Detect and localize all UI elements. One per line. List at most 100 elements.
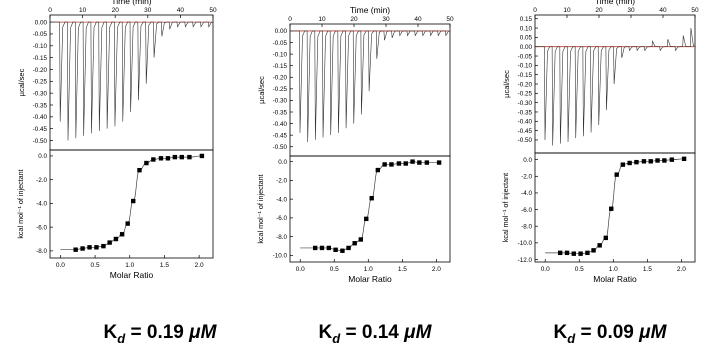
chart-1-data-point <box>80 246 85 251</box>
chart-2-power-tick-label: -0.45 <box>273 132 288 139</box>
chart-2-power-tick-label: -0.10 <box>273 51 288 58</box>
chart-2-ratio-tick-label: 0.5 <box>330 266 339 273</box>
chart-1-power-tick-label: -0.35 <box>33 102 48 109</box>
chart-2-data-point <box>312 245 318 251</box>
chart-3-data-point <box>634 159 639 165</box>
chart-3-data-point <box>614 172 619 177</box>
chart-3-power-tick-label: -0.30 <box>518 100 533 107</box>
chart-2-fit-curve <box>300 161 440 252</box>
chart-3-data-point <box>681 156 687 162</box>
chart-1-time-tick-label: 50 <box>209 7 217 14</box>
chart-2-time-tick-label: 10 <box>318 16 326 23</box>
chart-2-power-tick-label: -0.50 <box>273 144 288 151</box>
chart-3-data-point <box>597 243 602 248</box>
chart-3-enthalpy-axis-title: kcal mol⁻¹ of injectant <box>501 173 510 242</box>
chart-2-enthalpy-tick-label: -4.0 <box>276 196 287 203</box>
chart-2-enthalpy-tick-label: 0.0 <box>278 159 287 166</box>
chart-3-data-point <box>627 160 632 166</box>
chart-2-data-point <box>352 241 357 246</box>
chart-2-data-point <box>333 247 338 253</box>
chart-1-data-point <box>165 156 171 161</box>
chart-3-ratio-tick-label: 1.5 <box>643 266 652 273</box>
chart-2-data-point <box>364 216 369 222</box>
chart-1-power-tick-label: -0.30 <box>33 90 48 97</box>
chart-2-time-axis-title: Time (min) <box>350 5 390 15</box>
chart-3-data-point <box>669 157 675 162</box>
chart-3-data-point <box>662 158 667 163</box>
chart-1-power-axis-title: µcal/sec <box>17 68 26 96</box>
chart-1-data-point <box>125 221 130 226</box>
chart-2-power-tick-label: -0.20 <box>273 75 288 82</box>
chart-1-data-point <box>179 154 184 160</box>
chart-3-ratio-tick-label: 0.0 <box>541 266 550 273</box>
chart-2-power-tick-label: -0.30 <box>273 98 288 105</box>
chart-1-power-tick-label: 0.00 <box>35 19 48 26</box>
chart-1-data-point <box>199 153 205 159</box>
chart-1-power-tick-label: -0.05 <box>33 31 48 38</box>
chart-3-data-point <box>591 248 596 253</box>
chart-1-data-point <box>131 198 136 204</box>
chart-1-power-tick-label: -0.25 <box>33 79 48 86</box>
chart-2-time-tick-label: 0 <box>288 16 292 23</box>
chart-2-power-tick-label: -0.40 <box>273 121 288 128</box>
chart-1-data-point <box>101 243 106 249</box>
chart-1-time-tick-label: 30 <box>144 7 152 14</box>
chart-3-power-tick-label: 0.10 <box>520 25 533 32</box>
chart-1-data-point <box>107 240 112 245</box>
chart-2-enthalpy-tick-label: -10.0 <box>273 253 288 260</box>
chart-2-enthalpy-tick-label: -2.0 <box>276 178 287 185</box>
chart-1-data-point <box>137 167 142 173</box>
chart-2-binding-frame <box>289 155 451 263</box>
chart-3-data-point <box>641 159 647 164</box>
chart-1-data-point <box>172 154 178 160</box>
chart-3-ratio-tick-label: 1.0 <box>609 266 618 273</box>
chart-1-time-axis-title: Time (min) <box>111 0 151 6</box>
chart-1-power-tick-label: -0.10 <box>33 43 48 50</box>
chart-1-power-tick-label: -0.40 <box>33 114 48 121</box>
chart-2-data-point <box>340 248 345 253</box>
chart-3-time-tick-label: 0 <box>533 7 537 14</box>
chart-2-data-point <box>424 160 430 165</box>
chart-1-data-point <box>151 157 156 162</box>
chart-2-time-tick-label: 30 <box>382 16 390 23</box>
kd-label-2: Kd = 0.14 μM <box>318 322 432 346</box>
chart-1-enthalpy-tick-label: -6.0 <box>36 224 47 231</box>
chart-2-ratio-tick-label: 2.0 <box>432 266 441 273</box>
chart-2-power-axis-title: µcal/sec <box>257 76 266 104</box>
chart-3-data-point <box>578 251 583 256</box>
chart-2-data-point <box>319 245 325 251</box>
chart-1-data-point <box>119 232 125 237</box>
chart-1-ratio-tick-label: 1.5 <box>160 262 169 269</box>
chart-3-data-point <box>564 250 570 256</box>
chart-1-binding-frame <box>49 149 214 259</box>
chart-1-data-point <box>158 156 164 161</box>
kd-label-1: Kd = 0.19 μM <box>103 322 217 346</box>
chart-1-enthalpy-axis-title: kcal mol⁻¹ of injectant <box>16 169 25 238</box>
chart-3-power-axis-title: µcal/sec <box>502 70 511 98</box>
chart-1-thermogram-trace <box>50 21 214 141</box>
chart-1-ratio-tick-label: 0.0 <box>56 262 65 269</box>
chart-2-ratio-tick-label: 1.0 <box>364 266 373 273</box>
chart-1-data-point <box>94 245 99 250</box>
chart-3-enthalpy-tick-label: -6.0 <box>521 207 532 214</box>
chart-1-enthalpy-tick-label: -8.0 <box>36 248 47 255</box>
chart-1-data-point <box>187 154 192 160</box>
chart-3-time-tick-label: 50 <box>691 7 699 14</box>
chart-1-enthalpy-tick-label: 0.0 <box>38 153 47 160</box>
chart-3-data-point <box>620 162 626 167</box>
chart-2-thermogram-frame <box>289 23 451 157</box>
chart-3-power-tick-label: 0.00 <box>520 44 533 51</box>
chart-2-enthalpy-tick-label: -8.0 <box>276 234 287 241</box>
chart-2-thermogram-trace <box>290 30 451 143</box>
chart-3-enthalpy-tick-label: -12.0 <box>518 257 533 264</box>
chart-2-power-tick-label: 0.00 <box>275 28 288 35</box>
chart-3-power-tick-label: -0.25 <box>518 91 533 98</box>
chart-1-time-tick-label: 10 <box>79 7 87 14</box>
chart-3-thermogram-trace <box>535 28 696 146</box>
kd-label-3: Kd = 0.09 μM <box>553 322 667 346</box>
chart-1-enthalpy-tick-label: -2.0 <box>36 177 47 184</box>
chart-2-power-tick-label: -0.35 <box>273 109 288 116</box>
chart-3-time-tick-label: 10 <box>563 7 571 14</box>
chart-2-data-point <box>375 167 381 173</box>
chart-1-enthalpy-tick-label: -4.0 <box>36 201 47 208</box>
